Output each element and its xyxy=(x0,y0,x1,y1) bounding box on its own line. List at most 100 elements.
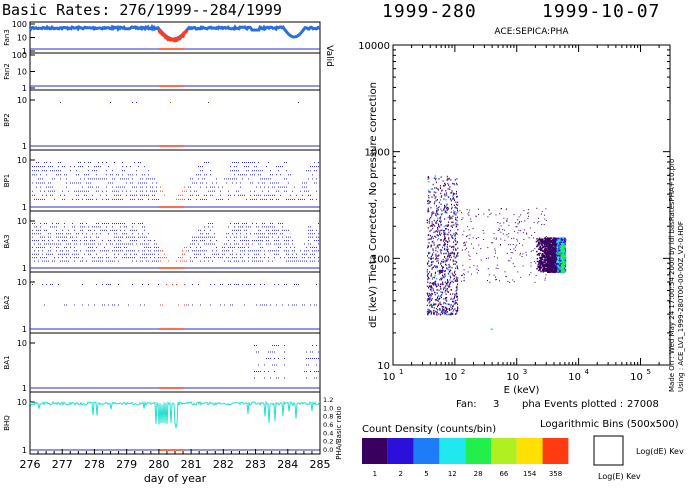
rate-point-bp1 xyxy=(302,186,303,188)
pha-point xyxy=(453,183,455,185)
xtick-label: 282 xyxy=(213,458,234,471)
pha-point xyxy=(437,246,439,249)
rate-point-bp1 xyxy=(190,178,191,180)
rate-point-bp1 xyxy=(82,190,83,192)
pha-point xyxy=(431,261,432,263)
rate-point-ba3 xyxy=(90,243,91,245)
rate-point-ba3 xyxy=(268,233,269,235)
pha-point xyxy=(524,229,525,231)
rate-point-bp1 xyxy=(44,198,45,200)
rate-point-ba3 xyxy=(284,257,285,259)
rate-point-ba3 xyxy=(204,236,205,238)
pha-point xyxy=(435,222,437,224)
pha-point xyxy=(430,264,432,266)
rate-point-bp1 xyxy=(190,194,191,196)
rate-point-ba3 xyxy=(52,260,53,262)
pha-point xyxy=(433,307,435,309)
rate-point-bp1 xyxy=(38,178,39,180)
rate-point-ba3 xyxy=(116,229,117,231)
rate-point-ba3 xyxy=(282,229,283,231)
pha-point xyxy=(457,216,458,219)
rate-point-bp1 xyxy=(286,170,287,172)
rate-point-ba3 xyxy=(98,226,99,228)
pha-point xyxy=(453,212,455,214)
pha-point xyxy=(450,233,452,236)
rate-point-ba3 xyxy=(122,223,123,224)
pha-point xyxy=(450,269,452,271)
rate-point-bp1 xyxy=(278,166,279,168)
rate-point-ba3 xyxy=(32,229,33,231)
pha-point xyxy=(448,224,450,226)
rate-point-ba2 xyxy=(264,284,265,285)
pha-point xyxy=(448,231,450,234)
rate-point-ba3 xyxy=(306,253,307,255)
pha-point xyxy=(437,189,439,191)
rate-point-ba3 xyxy=(80,250,81,252)
pha-point xyxy=(456,232,458,235)
rate-point-bp1 xyxy=(126,190,127,192)
pha-point xyxy=(454,296,456,298)
pha-point xyxy=(455,267,457,270)
pha-point xyxy=(556,251,559,253)
pha-point xyxy=(443,208,445,210)
pha-point xyxy=(452,310,454,313)
colorbar-swatch xyxy=(465,438,491,464)
rate-point-ba3 xyxy=(56,246,57,248)
pha-point xyxy=(556,261,558,263)
rate-point-ba3 xyxy=(32,223,33,224)
pha-point xyxy=(563,239,565,241)
rate-point-ba3 xyxy=(68,243,69,245)
pha-point xyxy=(453,233,455,236)
rate-point-bp1 xyxy=(290,198,291,200)
rate-point-bp1 xyxy=(204,174,205,176)
rate-point-ba1 xyxy=(254,371,255,372)
xtick-label: 277 xyxy=(52,458,73,471)
pha-point xyxy=(545,268,548,271)
rate-point-bp1 xyxy=(202,166,203,168)
pha-point xyxy=(445,210,447,213)
rate-point-bp1 xyxy=(202,178,203,180)
pha-point xyxy=(430,234,432,237)
pha-point xyxy=(432,306,433,308)
rate-point-bp1 xyxy=(130,190,131,192)
pha-point xyxy=(513,281,515,283)
rate-point-ba3 xyxy=(32,257,33,259)
rate-point-ba3 xyxy=(280,233,281,235)
rate-point-ba3 xyxy=(52,253,53,255)
rate-point-ba3 xyxy=(286,229,287,231)
rate-point-ba3 xyxy=(234,246,235,248)
pha-point xyxy=(436,205,437,207)
xtick-label: 280 xyxy=(148,458,169,471)
pha-point xyxy=(451,266,453,269)
x-axis-label: day of year xyxy=(144,472,207,485)
rate-point-ba3 xyxy=(204,257,205,259)
pha-point xyxy=(442,184,444,187)
pha-point xyxy=(451,289,453,291)
rate-point-bp1 xyxy=(212,182,213,184)
pha-point xyxy=(547,251,550,253)
rate-point-ba3 xyxy=(152,253,153,255)
rate-point-ba3 xyxy=(182,253,183,255)
rate-point-ba3 xyxy=(80,240,81,242)
rate-point-ba3 xyxy=(54,260,55,262)
pha-point xyxy=(457,303,459,305)
rate-point-bp1 xyxy=(140,186,141,188)
rate-point-ba3 xyxy=(48,233,49,235)
pha-point xyxy=(436,222,438,224)
xtick-label: 276 xyxy=(20,458,41,471)
pha-point xyxy=(440,287,442,290)
rate-point-bp1 xyxy=(126,182,127,184)
x-axis-label: E (keV) xyxy=(504,385,540,396)
rate-point-ba3 xyxy=(270,226,271,228)
pha-point xyxy=(454,211,456,213)
rate-point-bp1 xyxy=(270,194,271,196)
rate-point-bp1 xyxy=(264,182,265,184)
pha-point xyxy=(427,281,429,283)
rate-point-ba3 xyxy=(242,250,243,252)
pha-point xyxy=(493,256,495,258)
pha-point xyxy=(557,253,560,256)
pha-point xyxy=(439,295,441,298)
rate-point-bp1 xyxy=(192,178,193,180)
pha-point xyxy=(550,268,552,271)
